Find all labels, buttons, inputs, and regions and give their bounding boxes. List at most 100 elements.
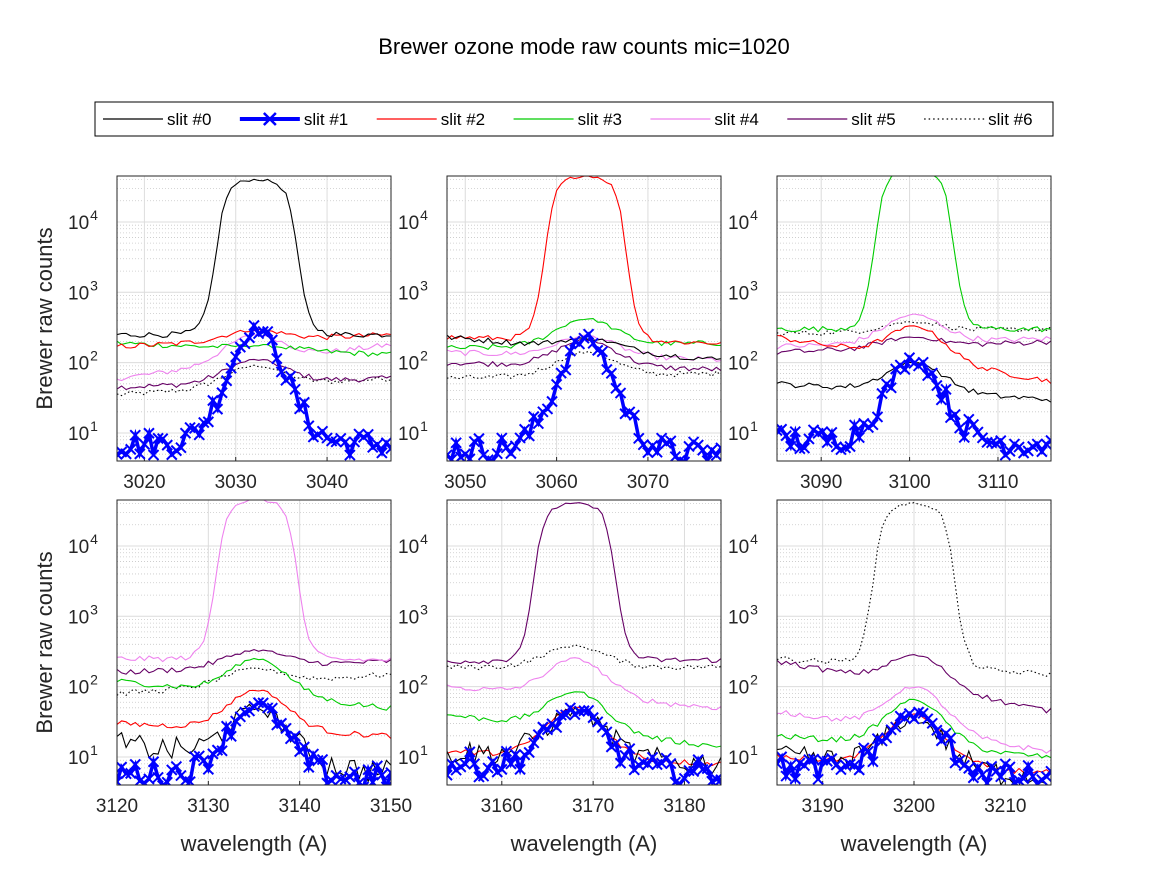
y-tick-label: 101 xyxy=(728,742,758,769)
slit-1-marker xyxy=(1017,772,1030,785)
slit-1-marker xyxy=(582,328,595,340)
series-line-slit-6 xyxy=(447,350,721,380)
slit-1-marker xyxy=(560,364,572,376)
series-line-slit-3 xyxy=(777,176,1051,333)
slit-1-marker xyxy=(225,730,237,743)
slit-1-marker xyxy=(555,709,567,721)
slit-1-marker xyxy=(867,756,879,768)
slit-1-marker xyxy=(447,453,458,461)
x-axis-label: wavelength (A) xyxy=(840,831,988,856)
slit-1-marker xyxy=(692,754,704,766)
slit-1-marker xyxy=(376,447,388,459)
slit-1-marker xyxy=(780,429,792,442)
series-line-slit-6 xyxy=(447,644,721,671)
y-tick-label: 103 xyxy=(728,601,758,628)
slit-1-marker xyxy=(120,767,132,780)
series-line-slit-5 xyxy=(447,502,721,665)
slit-1-marker xyxy=(385,766,391,779)
y-axis-label: Brewer raw counts xyxy=(32,551,57,733)
slit-1-marker xyxy=(532,417,545,430)
slit-1-marker xyxy=(944,732,957,744)
slit-1-marker xyxy=(665,757,677,770)
x-tick-label: 3150 xyxy=(370,796,412,817)
slit-1-marker xyxy=(784,759,797,771)
x-tick-label: 3210 xyxy=(984,796,1026,817)
slit-1-marker xyxy=(298,741,310,753)
y-tick-label: 104 xyxy=(68,531,98,558)
slit-1-marker xyxy=(614,387,627,399)
slit-1-marker xyxy=(972,761,984,773)
slit-1-marker xyxy=(175,441,187,454)
slit-1-marker xyxy=(220,375,233,387)
slit-1-marker xyxy=(152,771,164,784)
slit-1-marker xyxy=(243,332,256,344)
slit-1-marker xyxy=(198,754,210,767)
slit-1-marker xyxy=(642,758,654,770)
axes-frame xyxy=(446,175,722,462)
slit-1-marker xyxy=(1045,434,1051,447)
slit-1-marker xyxy=(289,730,301,742)
slit-1-marker xyxy=(967,418,980,431)
legend: slit #0 slit #1 slit #2 slit #3 slit #4 slit … xyxy=(94,101,1054,137)
slit-1-marker xyxy=(844,440,856,453)
slit-1-marker xyxy=(138,438,151,450)
slit-1-marker xyxy=(129,758,141,771)
slit-1-marker xyxy=(826,752,838,765)
slit-1-marker xyxy=(794,442,806,455)
slit-1-marker xyxy=(170,760,183,773)
slit-1-marker xyxy=(344,449,356,461)
legend-label-slit-6: slit #6 xyxy=(988,110,1032,129)
slit-1-marker xyxy=(798,442,811,454)
axes-frame xyxy=(776,499,1052,786)
series-line-slit-3 xyxy=(117,340,391,358)
slit-1-marker xyxy=(143,773,155,785)
slit-1-marker xyxy=(202,416,215,428)
y-axis-label: Brewer raw counts xyxy=(32,227,57,409)
slit-1-marker xyxy=(619,749,631,762)
x-tick-label: 3110 xyxy=(978,472,1019,493)
slit-1-marker xyxy=(482,762,494,774)
subplot-3: 101 102 103 104 3090 3100 3110 xyxy=(728,175,1052,493)
slit-1-marker xyxy=(777,751,788,763)
slit-1-marker xyxy=(447,758,458,770)
slit-1-marker xyxy=(252,697,265,709)
series-line-slit-6 xyxy=(777,502,1051,677)
series-line-slit-3 xyxy=(447,691,721,748)
slit-1-marker xyxy=(899,363,911,376)
x-tick-label: 3140 xyxy=(279,796,321,817)
slit-1-marker xyxy=(610,737,622,750)
slit-1-marker xyxy=(578,705,590,717)
slit-1-marker xyxy=(147,449,160,461)
slit-1-marker xyxy=(528,410,540,423)
y-tick-label: 104 xyxy=(398,531,428,558)
slit-1-marker xyxy=(266,334,278,346)
figure-title: Brewer ozone mode raw counts mic=1020 xyxy=(378,34,790,59)
subplot-4: 101 102 103 104 3120 3130 3140 3150 Brewer raw c… xyxy=(32,499,412,856)
slit-1-marker xyxy=(477,770,490,782)
legend-label-slit-2: slit #2 xyxy=(441,110,485,129)
slit-1-marker xyxy=(225,362,237,374)
y-tick-label: 104 xyxy=(728,207,758,234)
slit-1-marker xyxy=(669,776,682,785)
slit-1-marker xyxy=(803,754,815,766)
series-line-slit-2 xyxy=(117,689,391,739)
slit-1-marker xyxy=(935,735,948,747)
slit-1-marker xyxy=(518,423,531,436)
slit-1-marker xyxy=(289,383,301,395)
slit-1-marker xyxy=(188,422,201,435)
x-axis-label: wavelength (A) xyxy=(510,831,658,856)
slit-1-marker xyxy=(777,423,788,435)
slit-1-marker xyxy=(156,433,169,445)
slit-1-marker xyxy=(926,717,938,730)
slit-1-marker xyxy=(129,429,141,441)
slit-1-marker xyxy=(464,746,476,758)
slit-1-marker xyxy=(963,762,975,775)
slit-1-marker xyxy=(953,422,966,434)
slit-1-marker xyxy=(674,454,686,461)
slit-1-marker xyxy=(926,367,938,379)
slit-1-marker xyxy=(117,761,128,773)
legend-box xyxy=(94,101,1054,137)
slit-1-marker xyxy=(1004,445,1016,457)
y-tick-label: 104 xyxy=(728,531,758,558)
